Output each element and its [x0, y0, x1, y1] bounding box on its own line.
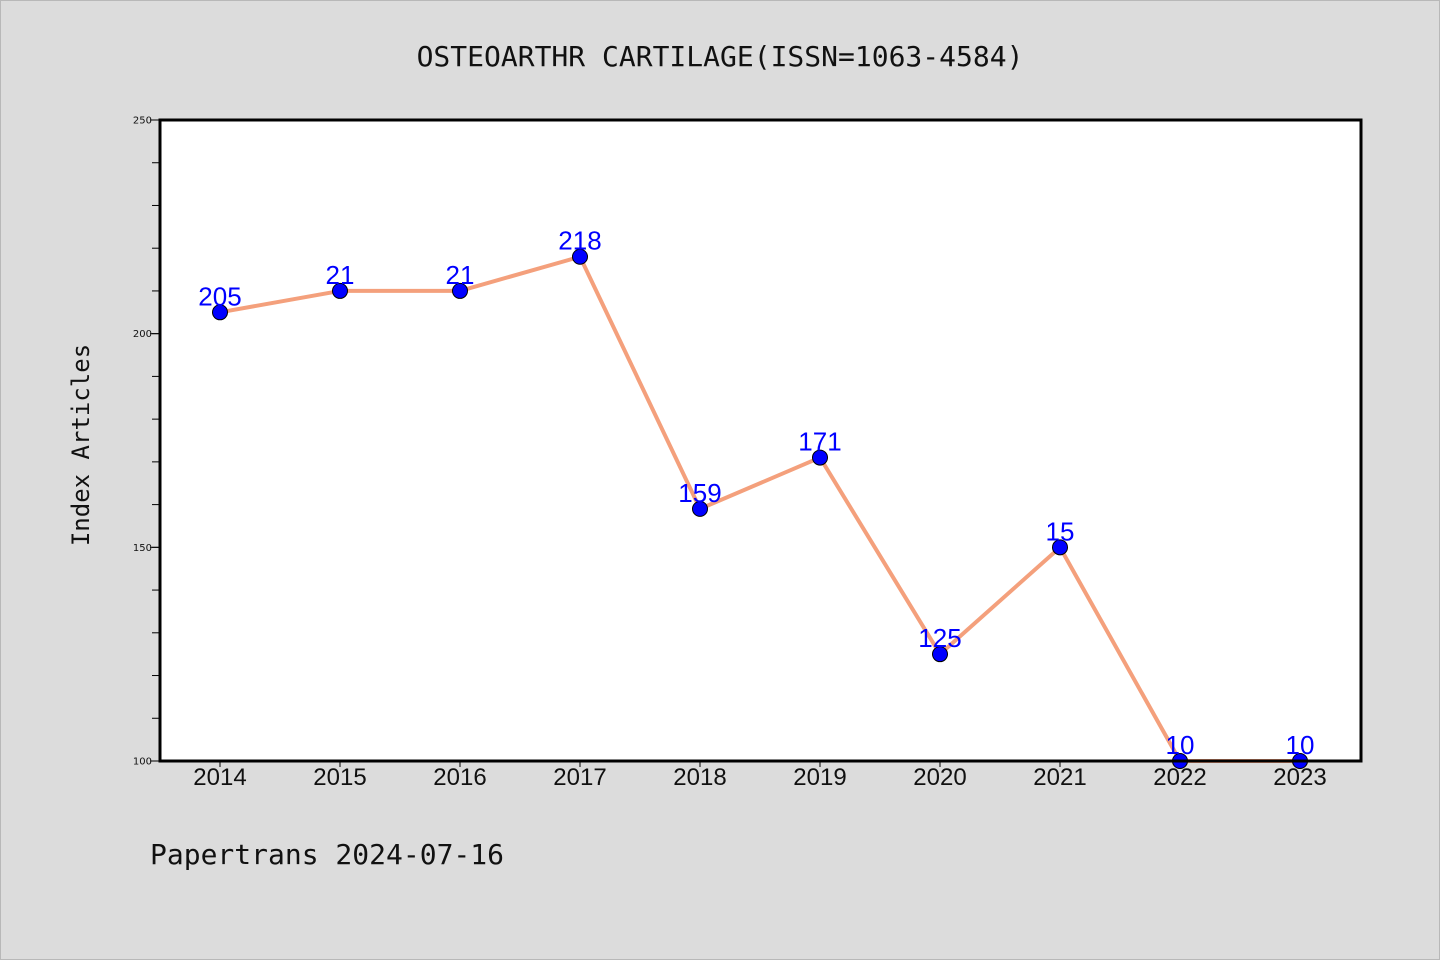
data-point — [932, 646, 948, 663]
data-label: 10 — [1286, 730, 1315, 760]
y-tick-label: 250 — [133, 116, 152, 127]
data-labels-group: 205 21 21 218 159 171 125 15 10 10 — [198, 226, 1314, 760]
y-minor-ticks — [152, 119, 159, 762]
data-point — [1052, 539, 1068, 556]
y-ticks: 100 150 200 250 — [133, 116, 159, 768]
data-label: 159 — [678, 478, 721, 508]
footer-credit: Papertrans 2024-07-16 — [150, 838, 504, 871]
y-tick-label: 200 — [133, 329, 152, 340]
chart-title: OSTEOARTHR CARTILAGE(ISSN=1063-4584) — [417, 40, 1024, 73]
series-line — [219, 254, 1300, 763]
data-point — [572, 248, 588, 265]
y-tick-label: 100 — [133, 757, 152, 768]
data-label: 15 — [1046, 516, 1075, 546]
x-ticks: 2014 2015 2016 2017 2018 2019 2020 2021 2022 2023 — [193, 761, 1327, 791]
data-label: 205 — [198, 281, 241, 311]
plot-area — [160, 120, 1361, 761]
x-tick-label: 2017 — [553, 764, 606, 791]
data-label: 171 — [798, 427, 841, 457]
data-label: 218 — [558, 226, 601, 256]
x-tick-label: 2015 — [313, 764, 366, 791]
x-tick-label: 2020 — [913, 764, 966, 791]
data-point — [452, 282, 468, 299]
data-point — [692, 500, 708, 517]
plot-border — [158, 118, 1363, 763]
data-label: 21 — [326, 260, 355, 290]
data-label: 21 — [446, 260, 475, 290]
data-label: 125 — [918, 623, 961, 653]
y-axis-label: Index Articles — [67, 344, 95, 546]
x-tick-label: 2014 — [193, 764, 246, 791]
x-tick-label: 2018 — [673, 764, 726, 791]
y-tick-label: 150 — [133, 543, 152, 554]
x-tick-label: 2021 — [1033, 764, 1086, 791]
data-label: 10 — [1166, 730, 1195, 760]
x-tick-label: 2019 — [793, 764, 846, 791]
data-point — [332, 282, 348, 299]
series-line-group — [219, 254, 1300, 763]
data-point — [812, 449, 828, 466]
data-point — [212, 304, 228, 321]
x-tick-label: 2016 — [433, 764, 486, 791]
